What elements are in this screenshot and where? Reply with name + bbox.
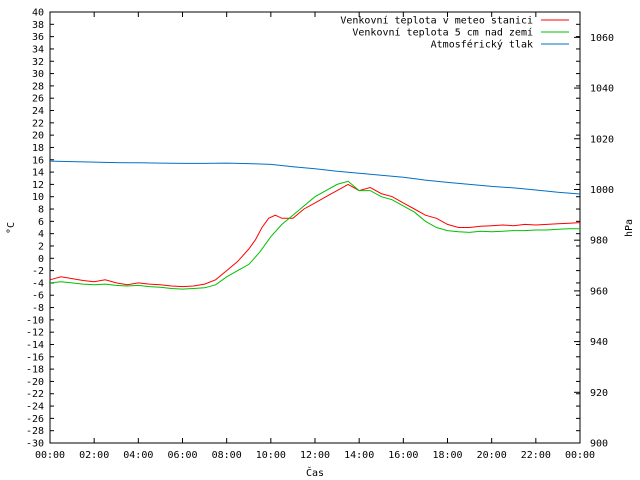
left-tick-label: 22 <box>32 118 44 129</box>
left-tick-label: 30 <box>32 69 44 80</box>
left-tick-label: 28 <box>32 81 44 92</box>
left-tick-label: -2 <box>32 266 44 277</box>
legend: Venkovní teplota v meteo staniciVenkovní… <box>340 15 569 51</box>
right-tick-label: 1060 <box>590 33 614 44</box>
left-tick-label: 6 <box>38 217 44 228</box>
left-tick-label: -6 <box>32 291 44 302</box>
right-tick-label: 1040 <box>590 84 614 95</box>
x-tick-label: 16:00 <box>388 450 418 461</box>
x-tick-label: 18:00 <box>432 450 462 461</box>
series-line-3 <box>49 160 581 195</box>
left-tick-label: -22 <box>26 389 44 400</box>
left-tick-label: 2 <box>38 241 44 252</box>
left-tick-label: -30 <box>26 439 44 450</box>
x-tick-label: 22:00 <box>521 450 551 461</box>
left-axis-ticks: -30-28-26-24-22-20-18-16-14-12-10-8-6-4-… <box>26 8 580 450</box>
left-tick-label: 18 <box>32 143 44 154</box>
left-tick-label: 38 <box>32 20 44 31</box>
legend-label-2: Venkovní teplota 5 cm nad zemí <box>352 27 533 39</box>
right-tick-label: 1000 <box>590 185 614 196</box>
x-tick-label: 04:00 <box>123 450 153 461</box>
left-tick-label: 4 <box>38 229 44 240</box>
left-tick-label: -28 <box>26 426 44 437</box>
series-line-2 <box>49 180 580 290</box>
x-tick-label: 08:00 <box>212 450 242 461</box>
x-tick-label: 20:00 <box>477 450 507 461</box>
left-tick-label: -16 <box>26 352 44 363</box>
right-tick-label: 920 <box>590 388 608 399</box>
left-tick-label: 10 <box>32 192 44 203</box>
x-axis-title: Čas <box>306 466 324 479</box>
right-tick-label: 1020 <box>590 134 614 145</box>
left-tick-label: 24 <box>32 106 44 117</box>
left-tick-label: -8 <box>32 303 44 314</box>
x-tick-label: 02:00 <box>79 450 109 461</box>
series-layer <box>49 160 581 290</box>
legend-label-3: Atmosférický tlak <box>431 39 533 51</box>
left-tick-label: -20 <box>26 377 44 388</box>
left-tick-label: -10 <box>26 315 44 326</box>
left-tick-label: -12 <box>26 328 44 339</box>
left-tick-label: 16 <box>32 155 44 166</box>
left-tick-label: -18 <box>26 365 44 376</box>
right-axis-ticks: 900 920 940 960 980 1000 1020 1040 1060 <box>574 33 614 450</box>
right-tick-label: 940 <box>590 337 608 348</box>
x-axis-ticks: 00:00 02:00 04:00 06:00 08:00 10:00 12:00 14:00… <box>35 12 595 461</box>
right-tick-label: 960 <box>590 286 608 297</box>
left-tick-label: 34 <box>32 44 44 55</box>
left-tick-label: -4 <box>32 278 44 289</box>
left-tick-label: 12 <box>32 180 44 191</box>
left-tick-label: -26 <box>26 414 44 425</box>
x-tick-label: 06:00 <box>167 450 197 461</box>
right-tick-label: 980 <box>590 236 608 247</box>
y-axis-right-title: hPa <box>624 219 635 237</box>
left-tick-label: 20 <box>32 131 44 142</box>
left-tick-label: -14 <box>26 340 44 351</box>
left-tick-label: -24 <box>26 402 44 413</box>
left-tick-label: 36 <box>32 32 44 43</box>
left-tick-label: 0 <box>38 254 44 265</box>
left-tick-label: 32 <box>32 57 44 68</box>
plot-frame <box>49 11 581 444</box>
series-line-1 <box>49 183 581 288</box>
x-tick-label: 00:00 <box>565 450 595 461</box>
x-tick-label: 00:00 <box>35 450 65 461</box>
legend-label-1: Venkovní teplota v meteo stanici <box>340 15 533 27</box>
left-tick-label: 40 <box>32 8 44 19</box>
left-tick-label: 26 <box>32 94 44 105</box>
x-tick-label: 14:00 <box>344 450 374 461</box>
left-tick-label: 8 <box>38 205 44 216</box>
x-tick-label: 10:00 <box>256 450 286 461</box>
x-tick-label: 12:00 <box>300 450 330 461</box>
y-axis-left-title: °C <box>6 222 17 234</box>
left-tick-label: 14 <box>32 168 44 179</box>
right-tick-label: 900 <box>590 439 608 450</box>
